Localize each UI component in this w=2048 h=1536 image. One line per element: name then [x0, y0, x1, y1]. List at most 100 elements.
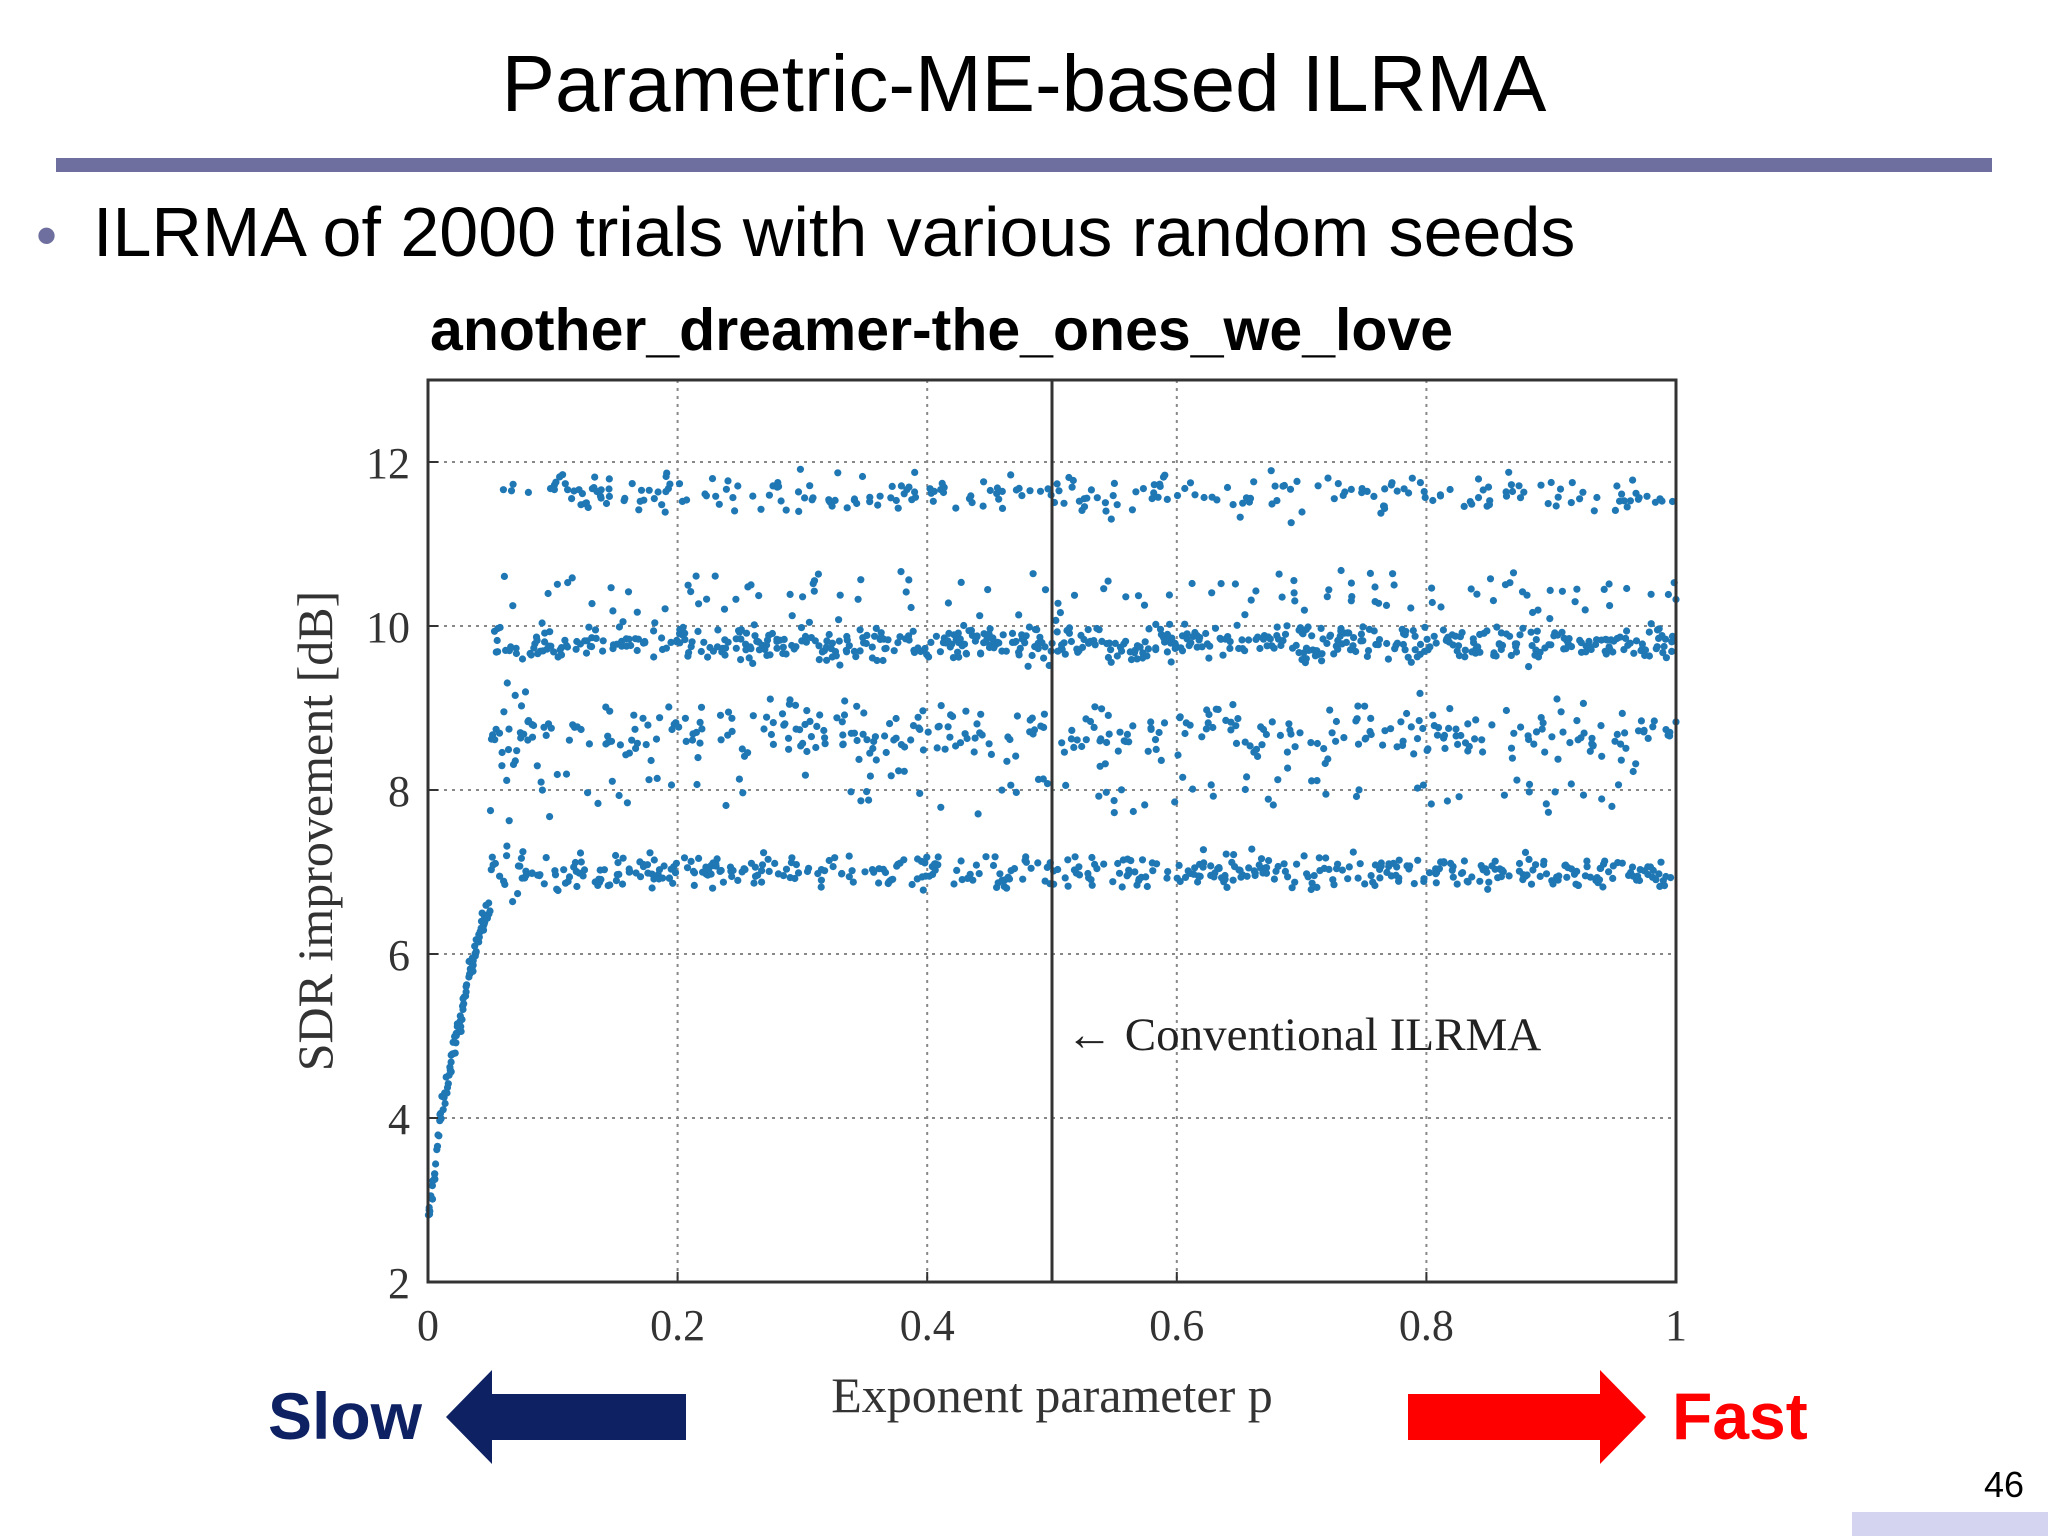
scatter-point [976, 612, 984, 620]
scatter-point [1525, 780, 1534, 789]
scatter-point [1191, 491, 1199, 499]
scatter-point [1409, 627, 1417, 635]
scatter-point [1347, 579, 1355, 587]
scatter-point [1621, 729, 1629, 737]
scatter-point [737, 635, 745, 643]
scatter-point [500, 708, 508, 716]
scatter-point [444, 1080, 452, 1088]
scatter-point [887, 494, 895, 502]
scatter-point [1323, 639, 1331, 648]
scatter-point [687, 588, 695, 596]
scatter-point [1227, 726, 1235, 734]
scatter-point [1668, 647, 1676, 656]
scatter-point [1129, 722, 1137, 730]
scatter-point [940, 483, 948, 491]
scatter-point [597, 486, 605, 494]
scatter-point [809, 494, 817, 502]
scatter-point [459, 1002, 467, 1010]
scatter-point [796, 465, 805, 473]
scatter-point [1065, 624, 1074, 632]
scatter-point [1362, 734, 1370, 742]
scatter-point [1387, 725, 1395, 733]
scatter-point [1196, 872, 1204, 881]
scatter-point [1416, 689, 1424, 698]
scatter-point [1154, 493, 1162, 501]
scatter-point [895, 767, 903, 775]
scatter-point [941, 745, 949, 753]
scatter-point [886, 720, 894, 728]
scatter-point [729, 494, 737, 502]
scatter-point [1423, 635, 1431, 643]
scatter-point [1349, 848, 1357, 856]
scatter-point [636, 873, 645, 881]
scatter-point [956, 635, 964, 643]
scatter-point [1449, 873, 1457, 881]
scatter-point [1067, 637, 1075, 646]
scatter-point [1414, 856, 1422, 864]
scatter-point [1429, 496, 1437, 505]
scatter-point [717, 736, 725, 744]
scatter-point [882, 644, 890, 652]
scatter-point [518, 655, 527, 663]
scatter-point [680, 854, 689, 862]
scatter-point [527, 651, 535, 659]
scatter-point [1122, 637, 1130, 645]
scatter-point [671, 869, 680, 877]
scatter-point [1271, 482, 1279, 490]
scatter-point [805, 864, 813, 872]
scatter-point [1506, 632, 1514, 640]
scatter-point [835, 616, 843, 624]
scatter-point [1109, 878, 1117, 886]
scatter-point [1632, 637, 1641, 645]
scatter-point [503, 852, 511, 860]
scatter-point [1513, 776, 1521, 784]
scatter-point [1040, 723, 1048, 732]
scatter-point [547, 642, 555, 650]
y-tick-label: 12 [366, 439, 410, 488]
scatter-point [661, 605, 669, 613]
scatter-point [1583, 863, 1591, 871]
scatter-point [647, 756, 655, 765]
scatter-point [1284, 873, 1292, 881]
scatter-point [1507, 481, 1515, 489]
scatter-point [1090, 723, 1098, 732]
scatter-point [1064, 856, 1072, 864]
scatter-point [1552, 502, 1560, 510]
scatter-point [524, 488, 533, 496]
scatter-point [1420, 488, 1428, 496]
x-tick-label: 0.2 [650, 1301, 705, 1350]
scatter-point [1516, 631, 1524, 639]
scatter-point [949, 654, 958, 662]
scatter-point [737, 626, 745, 634]
scatter-point [1265, 857, 1273, 865]
scatter-point [1107, 646, 1115, 654]
scatter-point [533, 762, 541, 770]
scatter-point [1649, 723, 1657, 731]
scatter-point [1393, 863, 1401, 871]
scatter-point [1500, 791, 1508, 799]
scatter-point [572, 645, 580, 653]
scatter-point [1064, 882, 1072, 890]
scatter-point [435, 1132, 443, 1140]
scatter-point [1267, 467, 1275, 475]
scatter-point [1142, 873, 1150, 881]
scatter-point [585, 740, 594, 748]
scatter-point [1453, 880, 1461, 888]
scatter-point [486, 907, 494, 915]
scatter-point [1588, 734, 1596, 742]
scatter-point [508, 898, 517, 906]
scatter-point [1473, 590, 1481, 598]
scatter-point [597, 494, 605, 502]
scatter-point [1599, 883, 1607, 891]
scatter-point [1088, 853, 1096, 862]
scatter-point [812, 743, 820, 752]
y-tick-label: 8 [388, 767, 410, 816]
scatter-point [1556, 485, 1565, 493]
scatter-point [683, 496, 691, 504]
scatter-point [1251, 871, 1259, 880]
scatter-point [1354, 874, 1362, 882]
scatter-point [1221, 871, 1229, 880]
scatter-point [1593, 493, 1601, 502]
scatter-point [751, 863, 759, 871]
scatter-point [919, 886, 927, 894]
